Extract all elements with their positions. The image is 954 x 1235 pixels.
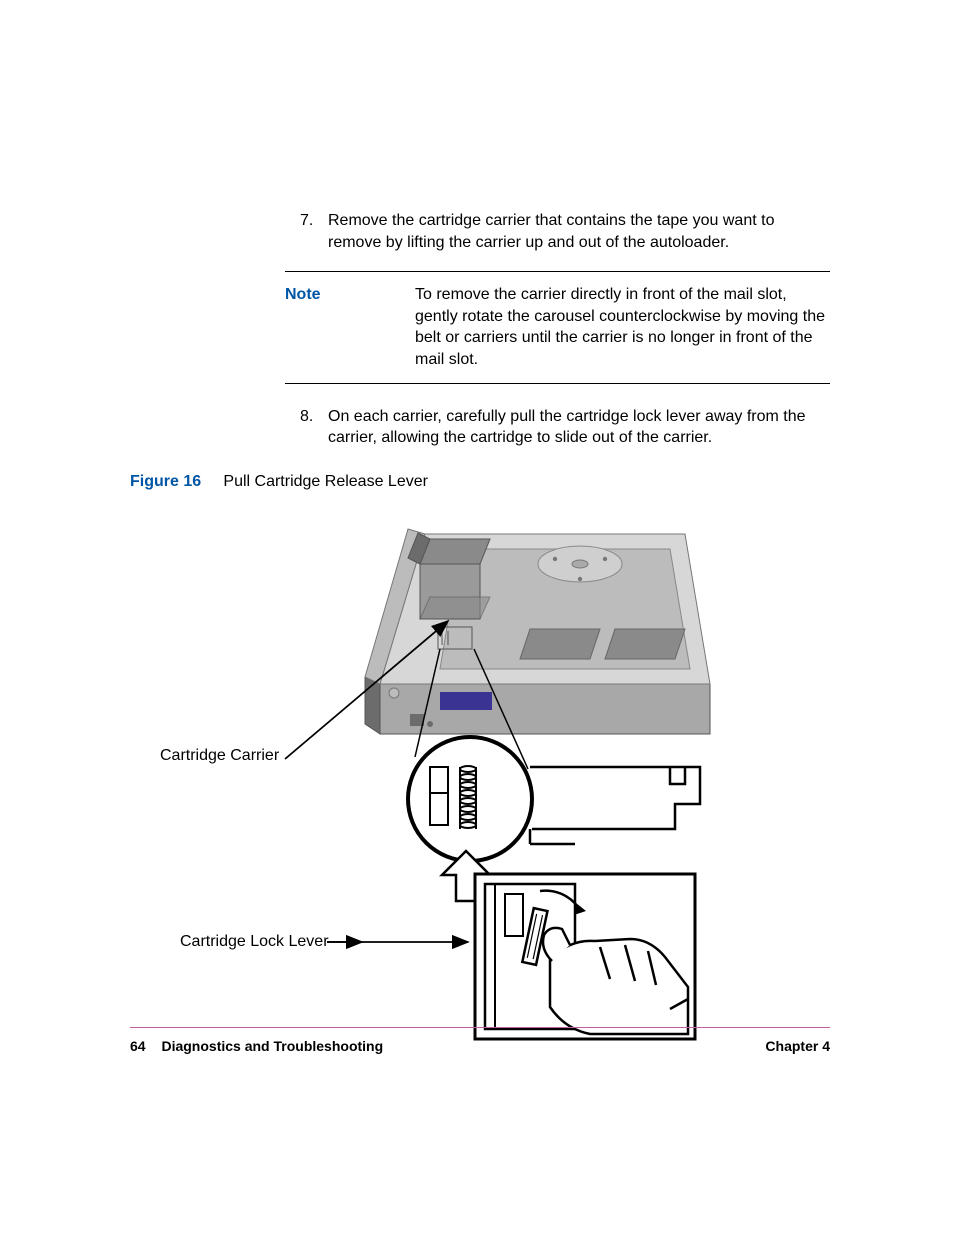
page-footer: 64 Diagnostics and Troubleshooting Chapt… xyxy=(130,1038,830,1054)
footer-left: 64 Diagnostics and Troubleshooting xyxy=(130,1038,383,1054)
step-text: Remove the cartridge carrier that contai… xyxy=(328,210,830,253)
hand-lever-inset xyxy=(475,874,695,1039)
step-number: 7. xyxy=(300,210,328,253)
step-7: 7. Remove the cartridge carrier that con… xyxy=(300,210,830,253)
figure-number: Figure 16 xyxy=(130,473,201,490)
footer-chapter: Chapter 4 xyxy=(765,1038,830,1054)
figure-title: Pull Cartridge Release Lever xyxy=(223,473,428,490)
callout-cartridge-carrier: Cartridge Carrier xyxy=(160,747,279,765)
footer-section: Diagnostics and Troubleshooting xyxy=(161,1038,383,1054)
step-number: 8. xyxy=(300,406,328,449)
device-diagram xyxy=(130,509,830,1049)
page-content: 7. Remove the cartridge carrier that con… xyxy=(130,210,830,1049)
note-block: Note To remove the carrier directly in f… xyxy=(285,271,830,383)
page-number: 64 xyxy=(130,1038,146,1054)
chassis-outline xyxy=(530,767,700,844)
note-text: To remove the carrier directly in front … xyxy=(415,284,830,370)
figure-caption: Figure 16 Pull Cartridge Release Lever xyxy=(130,473,830,491)
callout-cartridge-lock-lever: Cartridge Lock Lever xyxy=(180,933,329,951)
footer-rule xyxy=(130,1027,830,1028)
step-8: 8. On each carrier, carefully pull the c… xyxy=(300,406,830,449)
autoloader-device xyxy=(365,529,710,734)
figure-illustration: Cartridge Carrier Cartridge Lock Lever xyxy=(130,509,830,1049)
note-label: Note xyxy=(285,284,415,370)
step-text: On each carrier, carefully pull the cart… xyxy=(328,406,830,449)
